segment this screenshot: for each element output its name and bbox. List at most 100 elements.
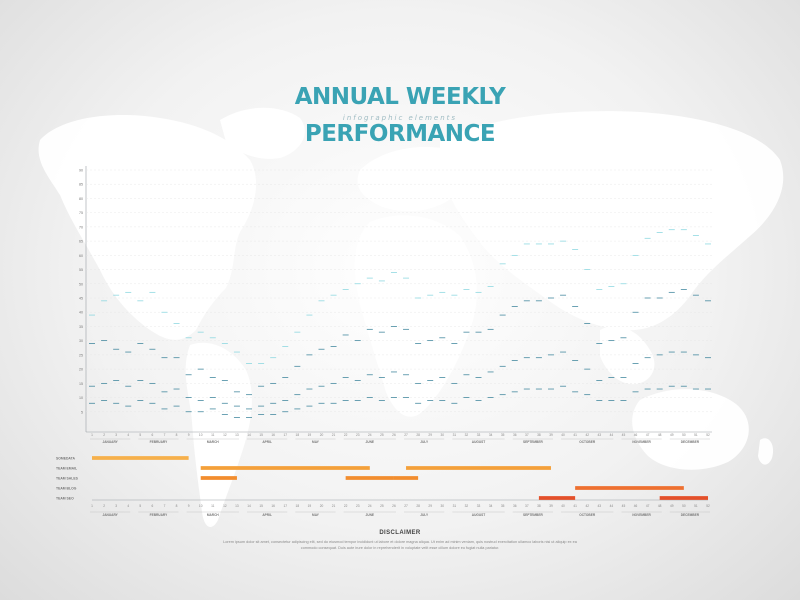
bottom-axis-week-label: 50 <box>682 504 686 508</box>
bottom-axis-week-label: 33 <box>477 504 481 508</box>
top-axis-week-label: 11 <box>211 433 215 437</box>
top-axis-month-label: SEPTEMBER <box>523 440 544 444</box>
bottom-axis-week-label: 47 <box>646 504 650 508</box>
y-tick-label: 40 <box>79 311 83 315</box>
title-line-2: PERFORMANCE <box>304 121 496 147</box>
bottom-axis-week-label: 18 <box>296 504 300 508</box>
y-tick-label: 5 <box>81 410 83 414</box>
top-axis-week-label: 44 <box>610 433 614 437</box>
top-axis-week-label: 42 <box>585 433 589 437</box>
top-axis-month-label: MAY <box>312 440 320 444</box>
top-axis-month-label: NOVEMBER <box>632 440 651 444</box>
top-axis-week-label: 38 <box>537 433 541 437</box>
top-axis-week-label: 47 <box>646 433 650 437</box>
bottom-axis-week-label: 5 <box>139 504 141 508</box>
bottom-axis-week-label: 21 <box>332 504 336 508</box>
top-axis-week-label: 15 <box>259 433 263 437</box>
top-axis-week-label: 31 <box>453 433 457 437</box>
bottom-axis-week-label: 4 <box>127 504 129 508</box>
top-axis-month-label: JULY <box>420 440 429 444</box>
bottom-axis-week-label: 48 <box>658 504 662 508</box>
bottom-axis-week-label: 8 <box>176 504 178 508</box>
y-tick-label: 65 <box>79 240 83 244</box>
top-axis-week-label: 22 <box>344 433 348 437</box>
top-axis-week-label: 28 <box>416 433 420 437</box>
gantt-layer: SOMEDATA TEAM EMAIL TEAM SALES TEAM BLOG TEA… <box>56 456 708 501</box>
y-tick-label: 85 <box>79 183 83 187</box>
bottom-axis-week-label: 24 <box>368 504 372 508</box>
bottom-axis-week-label: 1 <box>91 504 93 508</box>
top-axis-week-label: 45 <box>622 433 626 437</box>
top-axis-week-label: 32 <box>465 433 469 437</box>
top-axis-week-label: 51 <box>694 433 698 437</box>
bottom-axis-week-label: 29 <box>428 504 432 508</box>
top-axis-week-label: 6 <box>152 433 154 437</box>
bars-layer <box>89 229 711 426</box>
bottom-axis-week-label: 39 <box>549 504 553 508</box>
bottom-axis-week-label: 32 <box>465 504 469 508</box>
title-line-1: ANNUAL WEEKLY <box>294 84 506 110</box>
top-axis-week-label: 49 <box>670 433 674 437</box>
bottom-axis-week-label: 26 <box>392 504 396 508</box>
bottom-axis-week-label: 51 <box>694 504 698 508</box>
top-axis-week-label: 5 <box>139 433 141 437</box>
bottom-axis-week-label: 15 <box>259 504 263 508</box>
top-axis-week-label: 30 <box>441 433 445 437</box>
bottom-axis-week-label: 35 <box>501 504 505 508</box>
top-axis-week-label: 39 <box>549 433 553 437</box>
top-axis-week-label: 3 <box>115 433 117 437</box>
bottom-axis-week-label: 38 <box>537 504 541 508</box>
bottom-axis-week-label: 10 <box>199 504 203 508</box>
top-axis-week-label: 13 <box>235 433 239 437</box>
bottom-axis-month-label: NOVEMBER <box>632 513 651 517</box>
bottom-axis-week-label: 41 <box>573 504 577 508</box>
y-tick-label: 75 <box>79 211 83 215</box>
top-axis-week-label: 35 <box>501 433 505 437</box>
bottom-axis-week-label: 42 <box>585 504 589 508</box>
title-subtitle: infographic elements <box>342 114 458 122</box>
disclaimer-text: Lorem ipsum dolor sit amet, consectetur … <box>223 540 577 550</box>
top-axis-week-label: 8 <box>176 433 178 437</box>
gantt-row-label: SOMEDATA <box>56 457 75 461</box>
y-tick-label: 90 <box>79 169 83 173</box>
bottom-axis-week-label: 11 <box>211 504 215 508</box>
top-axis-week-label: 20 <box>320 433 324 437</box>
bottom-axis-week-label: 40 <box>561 504 565 508</box>
top-axis-month-label: OCTOBER <box>579 440 596 444</box>
bottom-axis-week-label: 20 <box>320 504 324 508</box>
y-tick-label: 45 <box>79 297 83 301</box>
top-axis-week-label: 17 <box>283 433 287 437</box>
world-map-background <box>38 107 784 527</box>
bottom-axis-week-label: 25 <box>380 504 384 508</box>
bottom-axis-week-label: 52 <box>706 504 710 508</box>
top-axis-week-label: 19 <box>308 433 312 437</box>
bottom-axis-week-label: 30 <box>441 504 445 508</box>
bottom-axis-week-label: 2 <box>103 504 105 508</box>
bottom-axis-week-label: 45 <box>622 504 626 508</box>
y-tick-label: 15 <box>79 382 83 386</box>
bottom-axis-week-label: 22 <box>344 504 348 508</box>
y-tick-label: 80 <box>79 197 83 201</box>
top-axis-week-label: 16 <box>271 433 275 437</box>
top-axis-week-label: 26 <box>392 433 396 437</box>
top-axis-week-label: 46 <box>634 433 638 437</box>
top-axis-week-label: 12 <box>223 433 227 437</box>
top-axis-month-label: JUNE <box>366 440 375 444</box>
top-axis-week-label: 2 <box>103 433 105 437</box>
y-tick-label: 10 <box>79 396 83 400</box>
top-axis-week-label: 10 <box>199 433 203 437</box>
bottom-axis-month-label: DECEMBER <box>681 513 700 517</box>
bottom-axis-month-label: MAY <box>312 513 320 517</box>
bottom-axis-week-label: 36 <box>513 504 517 508</box>
bottom-axis-month-label: OCTOBER <box>579 513 596 517</box>
top-axis-week-label: 40 <box>561 433 565 437</box>
bottom-axis-month-label: SEPTEMBER <box>523 513 544 517</box>
bottom-axis-week-label: 34 <box>489 504 493 508</box>
bottom-axis-week-label: 13 <box>235 504 239 508</box>
bottom-axis-week-label: 12 <box>223 504 227 508</box>
top-axis-week-label: 1 <box>91 433 93 437</box>
gantt-row-label: TEAM SALES <box>56 477 79 481</box>
bottom-axis-month-label: JUNE <box>366 513 375 517</box>
